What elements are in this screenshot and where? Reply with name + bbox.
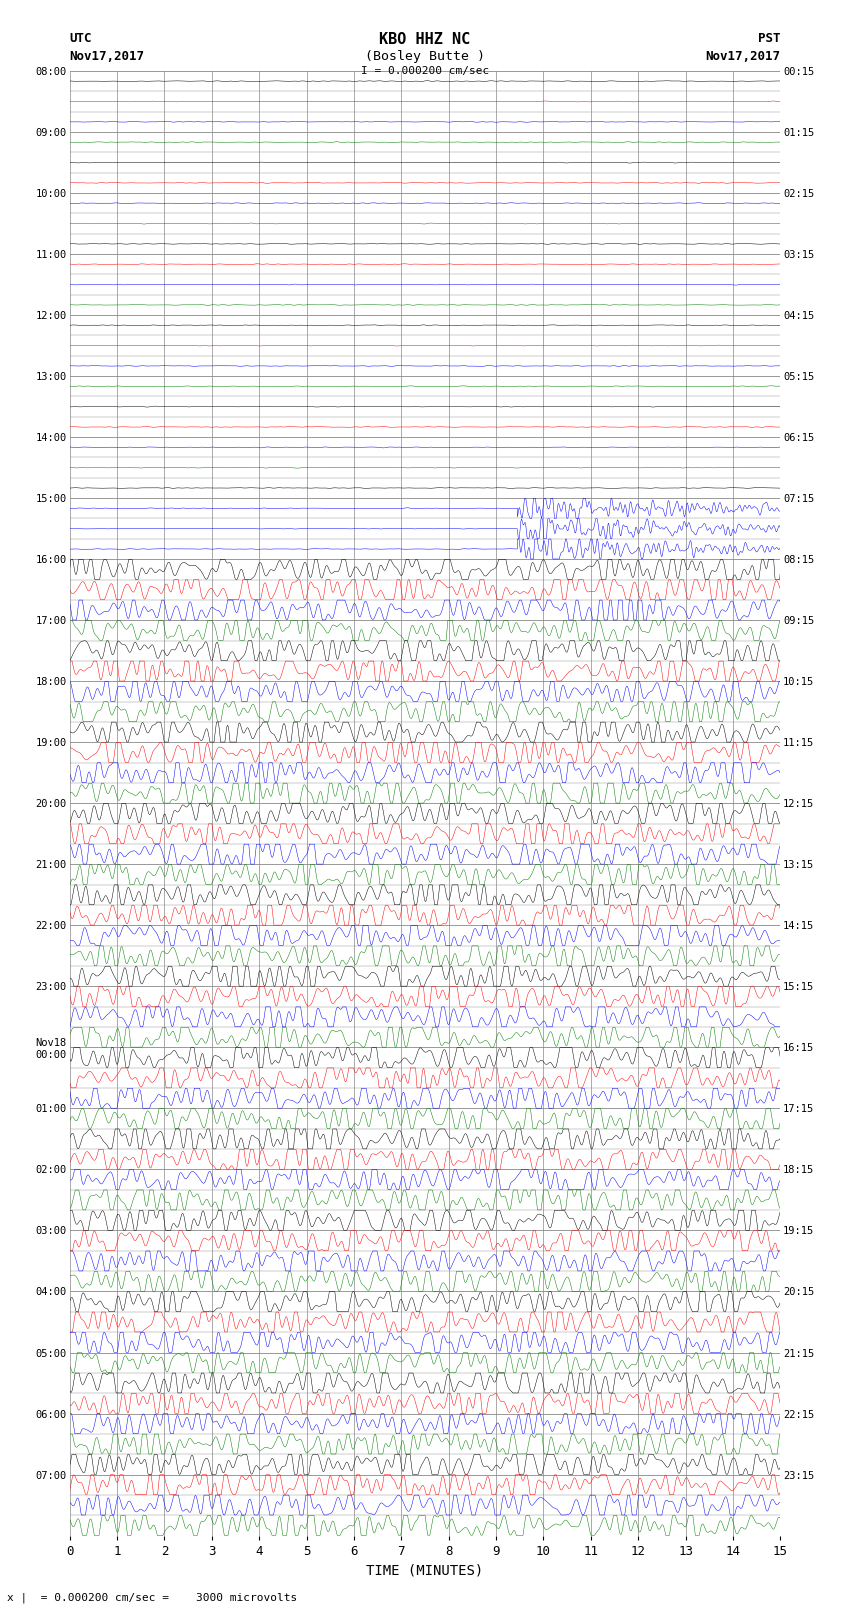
Text: (Bosley Butte ): (Bosley Butte ) bbox=[365, 50, 485, 63]
Text: PST: PST bbox=[758, 32, 780, 45]
Text: Nov17,2017: Nov17,2017 bbox=[706, 50, 780, 63]
Text: UTC: UTC bbox=[70, 32, 92, 45]
Text: KBO HHZ NC: KBO HHZ NC bbox=[379, 32, 471, 47]
Text: Nov17,2017: Nov17,2017 bbox=[70, 50, 144, 63]
Text: x |  = 0.000200 cm/sec =    3000 microvolts: x | = 0.000200 cm/sec = 3000 microvolts bbox=[7, 1592, 297, 1603]
Text: I = 0.000200 cm/sec: I = 0.000200 cm/sec bbox=[361, 66, 489, 76]
X-axis label: TIME (MINUTES): TIME (MINUTES) bbox=[366, 1563, 484, 1578]
